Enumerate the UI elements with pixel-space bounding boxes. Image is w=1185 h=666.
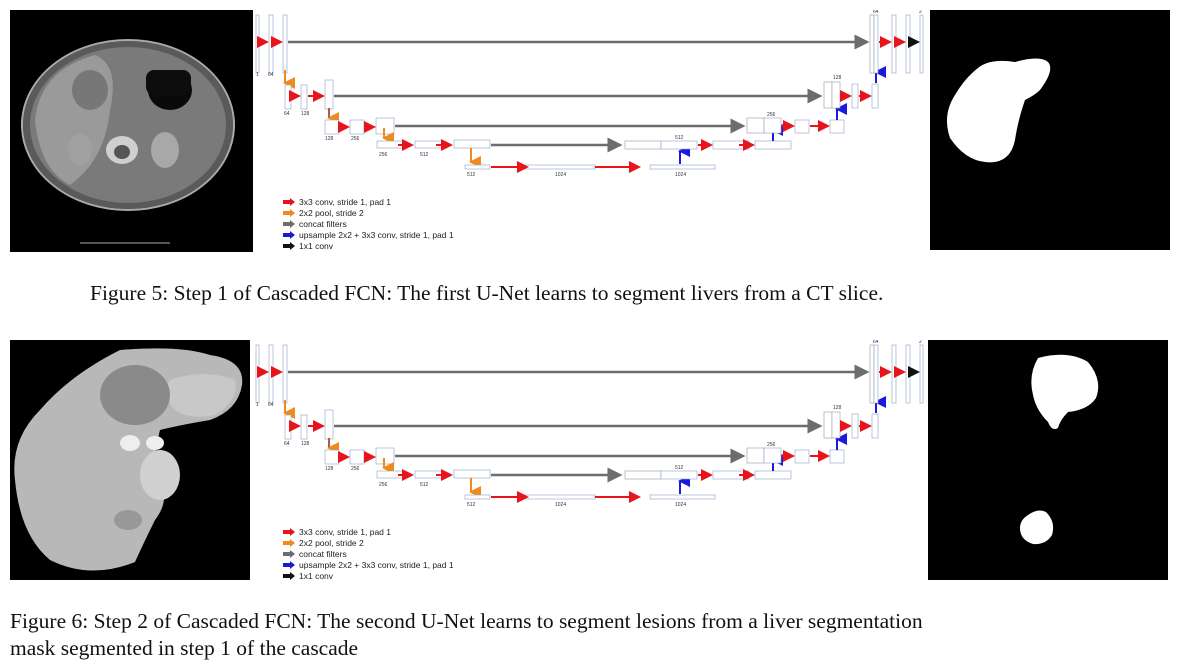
red-arrow-icon bbox=[283, 527, 295, 536]
legend-label: 3x3 conv, stride 1, pad 1 bbox=[299, 526, 391, 537]
label-c128: 128 bbox=[301, 111, 310, 117]
label-c256: 256 bbox=[351, 136, 360, 142]
label-c1: 1 bbox=[256, 72, 259, 78]
label-c64: 64 bbox=[268, 402, 274, 408]
label-u64: 64 bbox=[873, 340, 879, 345]
legend-item: concat filters bbox=[283, 218, 454, 229]
liver-crop-image bbox=[10, 340, 250, 580]
legend-item: 3x3 conv, stride 1, pad 1 bbox=[283, 196, 454, 207]
unet-diagram: 1 64 64 128 128 256 bbox=[255, 10, 925, 250]
gray-arrow-icon bbox=[283, 549, 295, 558]
label-c256: 256 bbox=[351, 466, 360, 472]
label-c1024b: 1024 bbox=[675, 172, 686, 178]
ct-slice-image bbox=[10, 10, 253, 252]
legend-item: upsample 2x2 + 3x3 conv, stride 1, pad 1 bbox=[283, 229, 454, 240]
label-u2: 2 bbox=[919, 340, 922, 345]
label-c1024b: 1024 bbox=[675, 502, 686, 508]
legend-label: 2x2 pool, stride 2 bbox=[299, 537, 364, 548]
liver-mask-image bbox=[930, 10, 1170, 250]
blue-arrow-icon bbox=[283, 560, 295, 569]
orange-arrow-icon bbox=[283, 208, 295, 217]
label-c256b: 256 bbox=[379, 152, 388, 158]
label-u256: 256 bbox=[767, 442, 776, 448]
legend-item: 1x1 conv bbox=[283, 570, 454, 581]
label-c256b: 256 bbox=[379, 482, 388, 488]
legend-label: concat filters bbox=[299, 218, 347, 229]
label-c64: 64 bbox=[268, 72, 274, 78]
label-u512: 512 bbox=[675, 135, 684, 141]
legend-item: 2x2 pool, stride 2 bbox=[283, 537, 454, 548]
label-c512: 512 bbox=[420, 152, 429, 158]
label-u512: 512 bbox=[675, 465, 684, 471]
legend-item: upsample 2x2 + 3x3 conv, stride 1, pad 1 bbox=[283, 559, 454, 570]
label-c1024: 1024 bbox=[555, 172, 566, 178]
label-c128: 128 bbox=[301, 441, 310, 447]
figure-5: 1 64 64 128 128 256 bbox=[0, 0, 1185, 320]
label-c512b: 512 bbox=[467, 172, 476, 178]
figure-6-caption-line2: mask segmented in step 1 of the cascade bbox=[10, 636, 359, 660]
legend-label: 3x3 conv, stride 1, pad 1 bbox=[299, 196, 391, 207]
label-u128: 128 bbox=[833, 405, 842, 411]
black-arrow-icon bbox=[283, 571, 295, 580]
legend-2: 3x3 conv, stride 1, pad 1 2x2 pool, stri… bbox=[283, 526, 454, 581]
legend-label: 2x2 pool, stride 2 bbox=[299, 207, 364, 218]
red-arrow-icon bbox=[283, 197, 295, 206]
legend-item: concat filters bbox=[283, 548, 454, 559]
gray-arrow-icon bbox=[283, 219, 295, 228]
label-c128b: 128 bbox=[325, 466, 334, 472]
label-u2: 2 bbox=[919, 10, 922, 15]
black-arrow-icon bbox=[283, 241, 295, 250]
label-c128b: 128 bbox=[325, 136, 334, 142]
figure-5-caption: Figure 5: Step 1 of Cascaded FCN: The fi… bbox=[90, 281, 884, 305]
label-u256: 256 bbox=[767, 112, 776, 118]
label-u64: 64 bbox=[873, 10, 879, 15]
legend-item: 2x2 pool, stride 2 bbox=[283, 207, 454, 218]
label-u128: 128 bbox=[833, 75, 842, 81]
legend-label: 1x1 conv bbox=[299, 240, 334, 251]
orange-arrow-icon bbox=[283, 538, 295, 547]
lesion-mask-image bbox=[928, 340, 1168, 580]
legend-label: upsample 2x2 + 3x3 conv, stride 1, pad 1 bbox=[299, 229, 454, 240]
figure-6-caption-line1: Figure 6: Step 2 of Cascaded FCN: The se… bbox=[10, 609, 923, 633]
label-c512: 512 bbox=[420, 482, 429, 488]
legend-label: 1x1 conv bbox=[299, 570, 334, 581]
label-c64b: 64 bbox=[284, 441, 290, 447]
label-c1024: 1024 bbox=[555, 502, 566, 508]
blue-arrow-icon bbox=[283, 230, 295, 239]
unet-diagram-2: 1 64 64 128 128 256 bbox=[255, 340, 925, 580]
legend-item: 1x1 conv bbox=[283, 240, 454, 251]
figure-6: 1 64 64 128 128 256 bbox=[0, 330, 1185, 666]
legend: 3x3 conv, stride 1, pad 1 2x2 pool, stri… bbox=[283, 196, 454, 251]
label-c512b: 512 bbox=[467, 502, 476, 508]
legend-label: concat filters bbox=[299, 548, 347, 559]
label-c64b: 64 bbox=[284, 111, 290, 117]
label-c1: 1 bbox=[256, 402, 259, 408]
legend-label: upsample 2x2 + 3x3 conv, stride 1, pad 1 bbox=[299, 559, 454, 570]
legend-item: 3x3 conv, stride 1, pad 1 bbox=[283, 526, 454, 537]
